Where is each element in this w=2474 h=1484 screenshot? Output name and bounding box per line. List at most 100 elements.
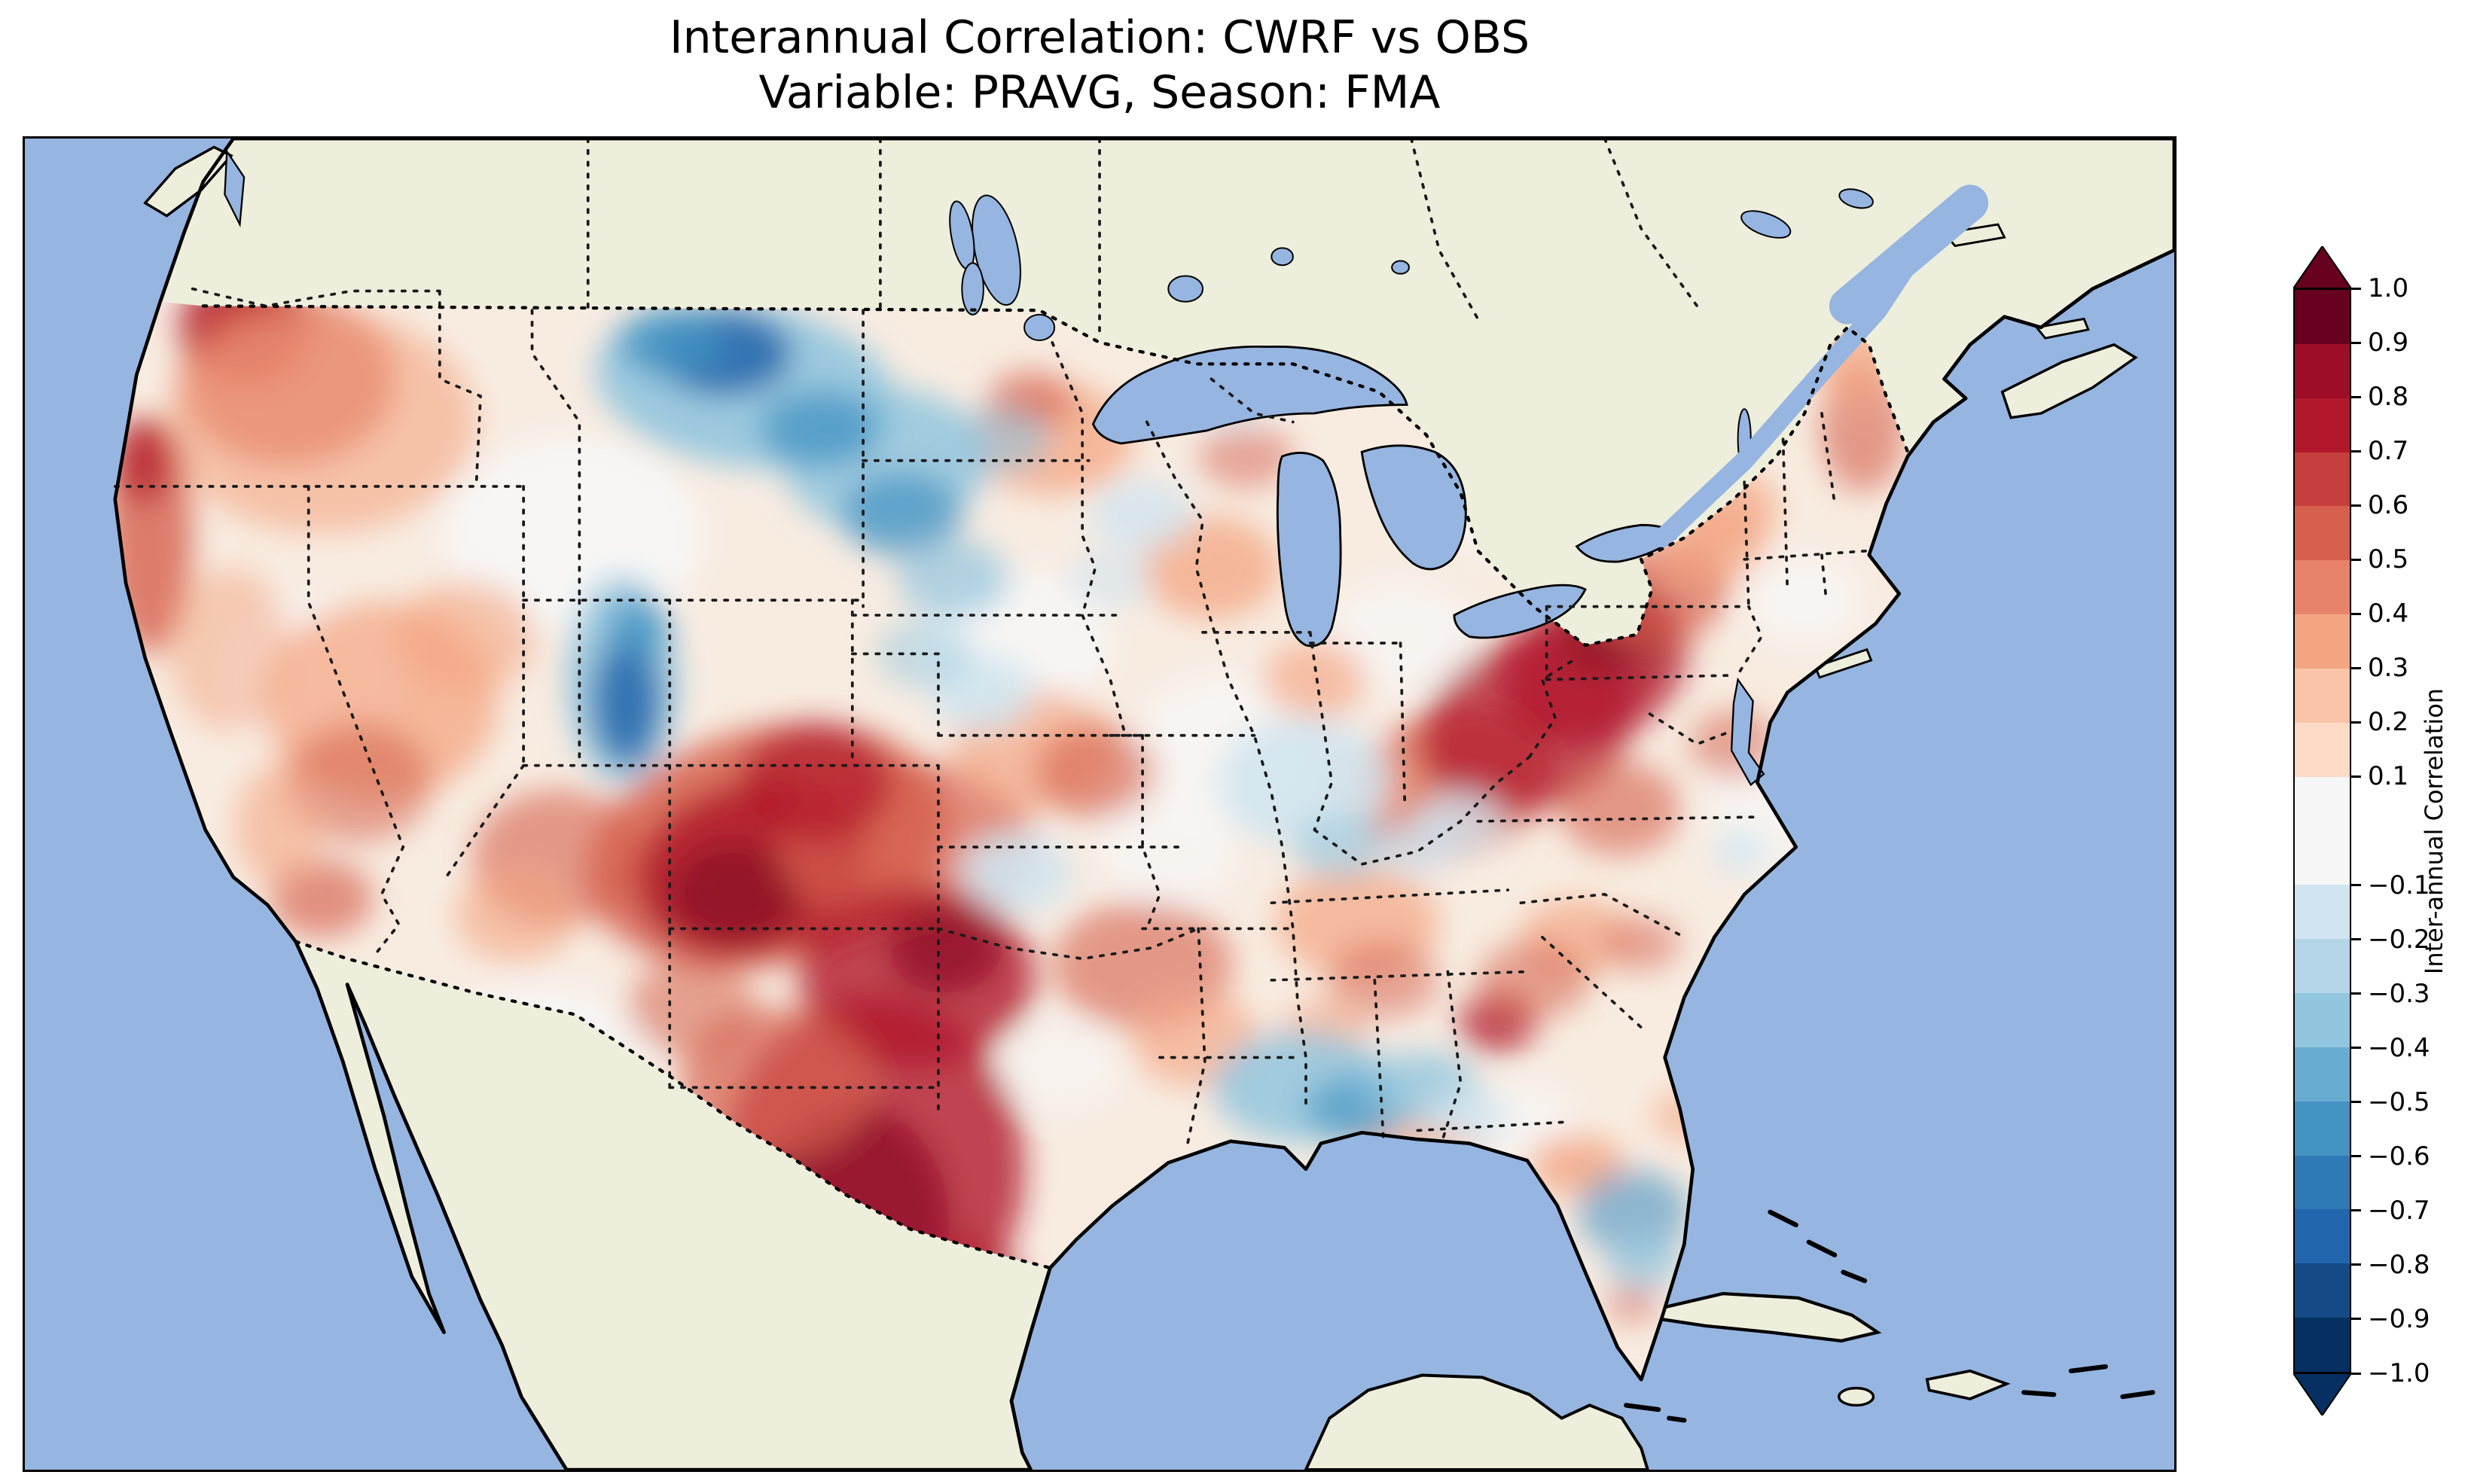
colorbar-band (2295, 722, 2350, 777)
colorbar-tick-mark (2351, 992, 2361, 995)
field-blob (897, 540, 1010, 617)
field-blob (1262, 641, 1366, 718)
colorbar-band (2295, 290, 2350, 344)
colorbar-band (2295, 1155, 2350, 1210)
colorbar-tick-label: −0.8 (2368, 1249, 2430, 1280)
colorbar-tick-mark (2351, 1155, 2361, 1158)
colorbar-tick-mark (2351, 1372, 2361, 1375)
field-blob (889, 907, 1001, 993)
chart-title-block: Interannual Correlation: CWRF vs OBS Var… (23, 11, 2177, 120)
colorbar-tick: 0.9 (2351, 328, 2408, 358)
field-blob (1602, 916, 1680, 972)
field-blob (1217, 718, 1390, 848)
field-blob (396, 580, 535, 693)
field-blob (1142, 516, 1280, 620)
colorbar-tick-mark (2351, 1047, 2361, 1050)
colorbar-tick-mark (2351, 341, 2361, 344)
field-blob (1606, 1281, 1659, 1324)
colorbar-tick-mark (2351, 558, 2361, 561)
colorbar-tick: 0.4 (2351, 599, 2408, 629)
colorbar-band (2295, 398, 2350, 453)
chart-title: Interannual Correlation: CWRF vs OBS (669, 11, 1530, 64)
colorbar-band (2295, 452, 2350, 507)
field-blob (1100, 800, 1237, 904)
colorbar-tick-mark (2351, 1318, 2361, 1321)
field-blob (114, 417, 173, 504)
field-blob (1714, 830, 1766, 873)
field-blob (1478, 941, 1590, 1019)
colorbar-over-arrow (2293, 246, 2351, 288)
colorbar-tick-label: −0.5 (2368, 1086, 2430, 1117)
field-blob (607, 598, 668, 659)
colorbar-tick-label: −0.1 (2368, 870, 2430, 900)
colorbar-tick: 0.6 (2351, 490, 2408, 520)
colorbar-band (2295, 939, 2350, 993)
colorbar-tick-mark (2351, 449, 2361, 453)
prince-edward-island (2034, 317, 2090, 340)
colorbar-tick-label: −0.3 (2368, 978, 2430, 1009)
long-island (1814, 648, 1873, 679)
field-blob (1604, 1229, 1682, 1290)
nova-scotia (2000, 343, 2138, 419)
colorbar-tick: 0.2 (2351, 707, 2408, 737)
colorbar-tick-label: 0.4 (2368, 599, 2409, 629)
colorbar-tick-mark (2351, 612, 2361, 615)
colorbar-band (2295, 992, 2350, 1047)
colorbar-tick-label: −0.2 (2368, 924, 2430, 955)
puget-sound (224, 148, 246, 228)
yucatan-peninsula (1304, 1373, 1649, 1470)
lake-michigan (1276, 452, 1342, 648)
colorbar-tick-label: 0.7 (2368, 436, 2409, 467)
field-blob (1559, 760, 1680, 856)
colorbar-tick-mark (2351, 287, 2361, 290)
field-blob (169, 568, 290, 732)
colorbar-tick: 0.8 (2351, 382, 2408, 412)
colorbar-ticks: 1.0 0.9 0.8 0.7 0.6 0.5 0.4 0.3 0.2 0.1 −0.1 −0.2 −0… (2351, 273, 2474, 1388)
colorbar-tick: −0.9 (2351, 1304, 2430, 1334)
field-blob (1000, 1022, 1121, 1109)
field-blob (166, 310, 477, 534)
colorbar-tick-mark (2351, 1209, 2361, 1212)
colorbar-tick-mark (2351, 721, 2361, 724)
field-blob (670, 843, 799, 946)
lake-superior (1091, 345, 1408, 445)
field-blob (962, 833, 1074, 912)
colorbar-tick-mark (2351, 884, 2361, 887)
map-panel (23, 136, 2177, 1472)
colorbar-band (2295, 1047, 2350, 1102)
colorbar-tick: 1.0 (2351, 273, 2408, 303)
colorbar-band (2295, 1263, 2350, 1318)
field-blob (454, 868, 575, 964)
colorbar-tick: −0.5 (2351, 1087, 2430, 1117)
lake-huron (1360, 444, 1467, 571)
colorbar-tick-label: 0.6 (2368, 490, 2409, 521)
colorbar-band (2295, 614, 2350, 669)
field-blob (1325, 583, 1476, 690)
small-islands (1624, 1209, 2155, 1423)
colorbar-band (2295, 1101, 2350, 1156)
colorbar-tick-mark (2351, 504, 2361, 507)
field-blob (1035, 724, 1156, 819)
colorbar-tick: −0.8 (2351, 1250, 2430, 1280)
field-blob (1748, 557, 1861, 644)
colorbar: 1.0 0.9 0.8 0.7 0.6 0.5 0.4 0.3 0.2 0.1 −0.1 −0.2 −0… (2293, 246, 2474, 1421)
us-canada-border (201, 304, 1910, 648)
colorbar-tick-label: −0.7 (2368, 1195, 2430, 1226)
us-mexico-border (294, 940, 1052, 1270)
field-blob (1198, 424, 1293, 489)
colorbar-tick: −0.6 (2351, 1141, 2430, 1172)
colorbar-tick-label: −1.0 (2368, 1358, 2430, 1388)
colorbar-band (2295, 885, 2350, 940)
colorbar-tick-mark (2351, 775, 2361, 778)
coastline-overlay (113, 139, 2174, 1470)
field-blob (235, 765, 322, 886)
field-blob (1292, 815, 1388, 879)
field-blob (740, 722, 892, 843)
colorbar-tick-label: 1.0 (2368, 273, 2409, 303)
colorbar-tick: 0.5 (2351, 544, 2408, 574)
field-blob (955, 404, 1051, 474)
colorbar-tick-label: 0.1 (2368, 761, 2409, 792)
colorbar-tick: 0.3 (2351, 653, 2408, 683)
colorbar-tick: −0.2 (2351, 925, 2430, 955)
